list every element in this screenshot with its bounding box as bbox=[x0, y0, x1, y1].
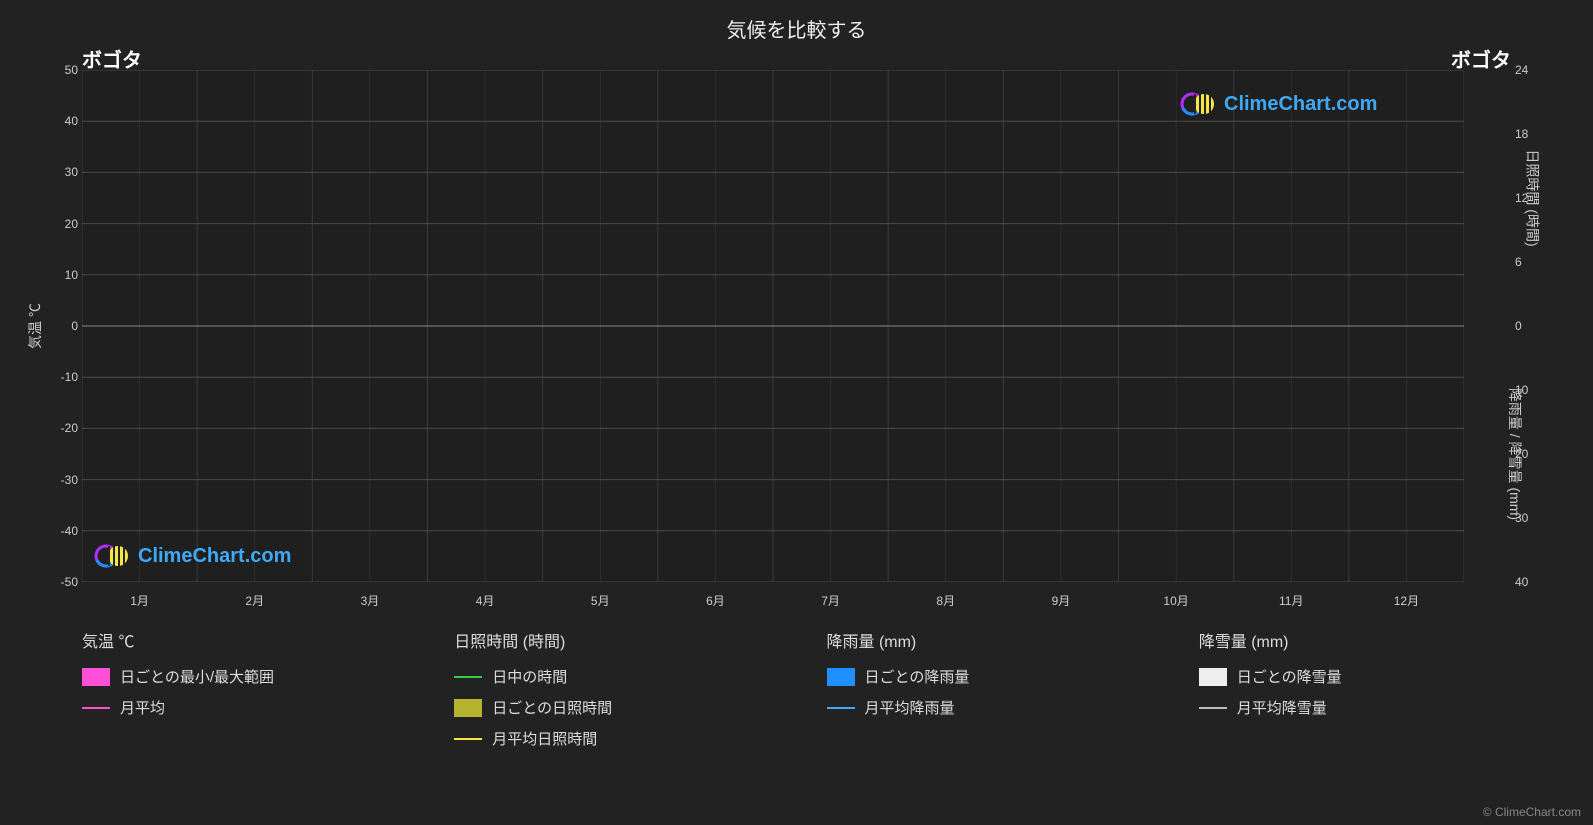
legend-swatch-line-icon bbox=[82, 707, 110, 709]
legend-column: 気温 ℃ 日ごとの最小/最大範囲月平均 bbox=[82, 628, 394, 759]
legend-item: 日ごとの降雨量 bbox=[827, 666, 1139, 687]
legend-column: 日照時間 (時間) 日中の時間日ごとの日照時間月平均日照時間 bbox=[454, 628, 766, 759]
legend-label: 月平均日照時間 bbox=[492, 728, 597, 749]
x-tick: 5月 bbox=[591, 592, 610, 609]
y-left-tick: -10 bbox=[61, 370, 78, 384]
legend-label: 日ごとの日照時間 bbox=[492, 697, 612, 718]
chart-title: 気候を比較する bbox=[0, 14, 1593, 43]
y-right-tick: 24 bbox=[1515, 63, 1528, 77]
legend-swatch-line-icon bbox=[454, 676, 482, 678]
legend-item: 月平均降雪量 bbox=[1199, 697, 1511, 718]
watermark: ClimeChart.com bbox=[1180, 86, 1377, 122]
y-right-tick: 20 bbox=[1515, 447, 1528, 461]
x-ticks: 1月 2月 3月 4月 5月 6月 7月 8月 9月 10月 11月 12月 bbox=[82, 592, 1464, 612]
legend-label: 月平均降雪量 bbox=[1237, 697, 1327, 718]
plot-svg bbox=[82, 70, 1464, 582]
legend: 気温 ℃ 日ごとの最小/最大範囲月平均 日照時間 (時間) 日中の時間日ごとの日照時間… bbox=[82, 628, 1511, 759]
x-tick: 2月 bbox=[245, 592, 264, 609]
y-left-tick: 50 bbox=[65, 63, 78, 77]
legend-swatch-line-icon bbox=[454, 738, 482, 740]
legend-column: 降雨量 (mm) 日ごとの降雨量月平均降雨量 bbox=[827, 628, 1139, 759]
y-right-tick: 30 bbox=[1515, 511, 1528, 525]
legend-label: 日ごとの降雨量 bbox=[865, 666, 970, 687]
legend-header: 気温 ℃ bbox=[82, 628, 394, 652]
city-label-left: ボゴタ bbox=[82, 44, 142, 73]
legend-swatch-block-icon bbox=[82, 668, 110, 686]
watermark-text: ClimeChart.com bbox=[138, 545, 291, 568]
legend-item: 日ごとの日照時間 bbox=[454, 697, 766, 718]
y-left-tick: -30 bbox=[61, 473, 78, 487]
x-tick: 4月 bbox=[476, 592, 495, 609]
legend-item: 月平均降雨量 bbox=[827, 697, 1139, 718]
legend-item: 月平均 bbox=[82, 697, 394, 718]
legend-header: 降雪量 (mm) bbox=[1199, 628, 1511, 652]
x-tick: 12月 bbox=[1394, 592, 1419, 609]
copyright-text: © ClimeChart.com bbox=[1483, 805, 1581, 819]
legend-header: 降雨量 (mm) bbox=[827, 628, 1139, 652]
y-left-ticks: 50403020100-10-20-30-40-50 bbox=[48, 70, 78, 582]
legend-item: 日ごとの降雪量 bbox=[1199, 666, 1511, 687]
y-left-tick: 40 bbox=[65, 114, 78, 128]
legend-label: 日中の時間 bbox=[492, 666, 567, 687]
y-right-tick: 0 bbox=[1515, 319, 1522, 333]
y-right-tick: 18 bbox=[1515, 127, 1528, 141]
legend-swatch-block-icon bbox=[827, 668, 855, 686]
y-left-tick: -40 bbox=[61, 524, 78, 538]
legend-header: 日照時間 (時間) bbox=[454, 628, 766, 652]
legend-label: 日ごとの降雪量 bbox=[1237, 666, 1342, 687]
x-tick: 7月 bbox=[821, 592, 840, 609]
y-right-tick: 12 bbox=[1515, 191, 1528, 205]
y-axis-left-label: 気温 ℃ bbox=[25, 303, 45, 349]
x-tick: 1月 bbox=[130, 592, 149, 609]
climechart-logo-icon bbox=[1180, 86, 1216, 122]
x-tick: 9月 bbox=[1052, 592, 1071, 609]
legend-swatch-block-icon bbox=[454, 699, 482, 717]
x-tick: 3月 bbox=[361, 592, 380, 609]
city-label-right: ボゴタ bbox=[1451, 44, 1511, 73]
plot-area bbox=[82, 70, 1464, 582]
x-tick: 11月 bbox=[1279, 592, 1303, 609]
y-right-tick: 6 bbox=[1515, 255, 1522, 269]
legend-label: 月平均降雨量 bbox=[865, 697, 955, 718]
y-right-tick: 40 bbox=[1515, 575, 1528, 589]
y-left-tick: -50 bbox=[61, 575, 78, 589]
legend-item: 月平均日照時間 bbox=[454, 728, 766, 749]
legend-column: 降雪量 (mm) 日ごとの降雪量月平均降雪量 bbox=[1199, 628, 1511, 759]
x-tick: 10月 bbox=[1163, 592, 1188, 609]
legend-item: 日ごとの最小/最大範囲 bbox=[82, 666, 394, 687]
legend-item: 日中の時間 bbox=[454, 666, 766, 687]
legend-label: 月平均 bbox=[120, 697, 165, 718]
legend-swatch-line-icon bbox=[1199, 707, 1227, 709]
watermark: ClimeChart.com bbox=[94, 538, 291, 574]
climechart-logo-icon bbox=[94, 538, 130, 574]
watermark-text: ClimeChart.com bbox=[1224, 93, 1377, 116]
x-tick: 6月 bbox=[706, 592, 725, 609]
y-left-tick: 10 bbox=[65, 268, 78, 282]
y-right-tick: 10 bbox=[1515, 383, 1528, 397]
x-tick: 8月 bbox=[936, 592, 955, 609]
y-right-ticks: 2418126010203040 bbox=[1515, 70, 1545, 582]
legend-swatch-line-icon bbox=[827, 707, 855, 709]
y-left-tick: 30 bbox=[65, 165, 78, 179]
legend-label: 日ごとの最小/最大範囲 bbox=[120, 666, 274, 687]
legend-swatch-block-icon bbox=[1199, 668, 1227, 686]
y-left-tick: 0 bbox=[71, 319, 78, 333]
y-left-tick: 20 bbox=[65, 217, 78, 231]
y-left-tick: -20 bbox=[61, 421, 78, 435]
